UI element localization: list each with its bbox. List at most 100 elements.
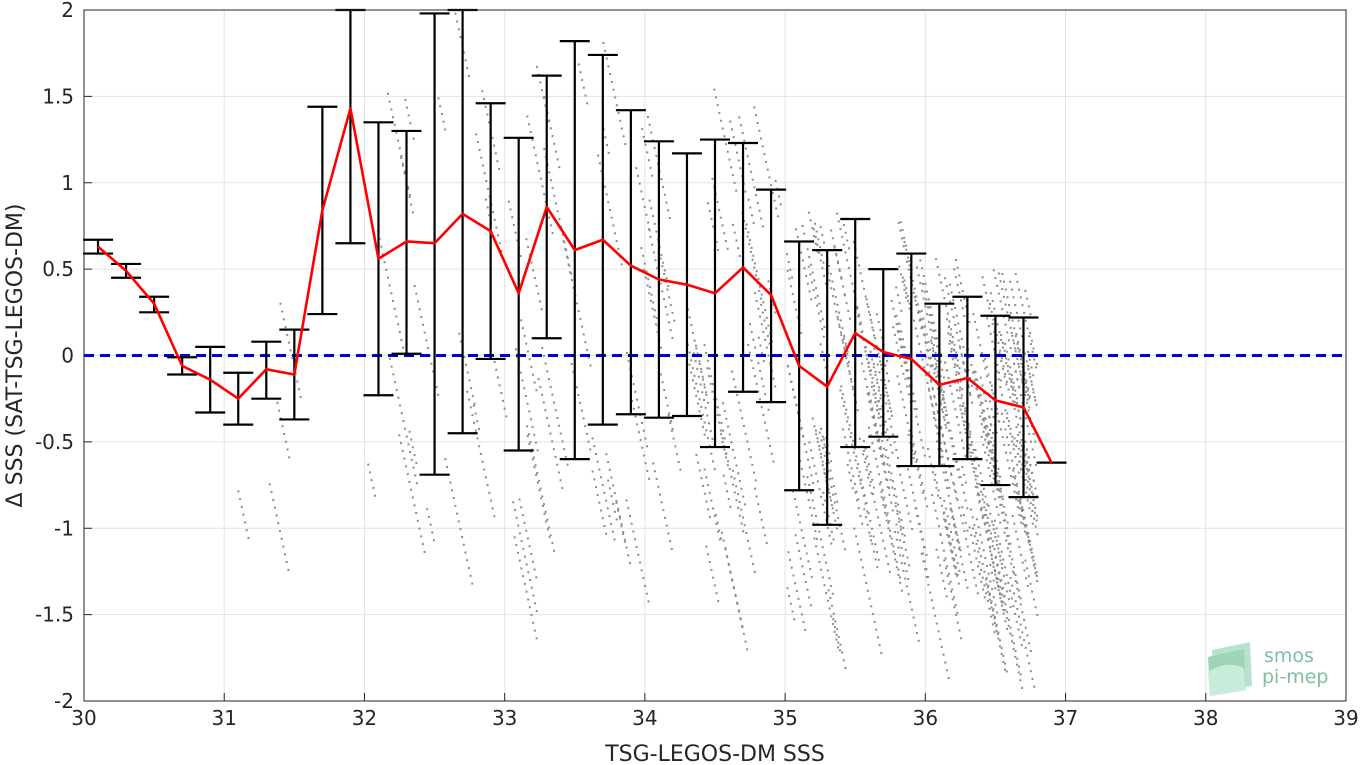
scatter-point [1032, 503, 1035, 506]
scatter-point [1018, 431, 1021, 434]
scatter-point [1015, 397, 1018, 400]
scatter-point [973, 576, 976, 579]
scatter-point [851, 487, 854, 490]
scatter-point [848, 471, 851, 474]
scatter-point [985, 531, 988, 534]
scatter-point [975, 328, 978, 331]
scatter-point [939, 638, 942, 641]
scatter-point [951, 515, 954, 518]
scatter-point [1029, 313, 1032, 316]
scatter-point [992, 579, 995, 582]
scatter-point [915, 304, 918, 307]
scatter-point [645, 592, 648, 595]
scatter-point [1026, 389, 1029, 392]
scatter-point [950, 472, 953, 475]
scatter-point [565, 255, 568, 258]
scatter-point [945, 285, 948, 288]
scatter-point [955, 331, 958, 334]
scatter-point [703, 433, 706, 436]
scatter-point [622, 531, 625, 534]
scatter-point [903, 534, 906, 537]
scatter-point [414, 474, 417, 477]
scatter-point [901, 229, 904, 232]
scatter-point [247, 536, 250, 539]
scatter-point [719, 537, 722, 540]
scatter-point [1028, 406, 1031, 409]
scatter-point [982, 430, 985, 433]
scatter-point [552, 448, 555, 451]
scatter-point [1027, 470, 1030, 473]
scatter-point [953, 606, 956, 609]
scatter-point [1011, 558, 1014, 561]
scatter-point [998, 352, 1001, 355]
scatter-point [900, 519, 903, 522]
scatter-point [893, 487, 896, 490]
scatter-point [855, 535, 858, 538]
scatter-point [1012, 342, 1015, 345]
scatter-point [509, 208, 512, 211]
scatter-point [1016, 440, 1019, 443]
scatter-point [1030, 383, 1033, 386]
scatter-point [663, 389, 666, 392]
scatter-point [889, 478, 892, 481]
scatter-point [752, 222, 755, 225]
scatter-point [762, 301, 765, 304]
scatter-point [1023, 465, 1026, 468]
scatter-point [1009, 347, 1012, 350]
scatter-point [981, 576, 984, 579]
scatter-point [500, 392, 503, 395]
scatter-point [847, 428, 850, 431]
scatter-point [898, 322, 901, 325]
scatter-point [958, 367, 961, 370]
scatter-point [1002, 315, 1005, 318]
scatter-point [736, 601, 739, 604]
scatter-point [881, 488, 884, 491]
scatter-point [956, 468, 959, 471]
scatter-point [877, 440, 880, 443]
scatter-point [914, 450, 917, 453]
scatter-point [705, 476, 708, 479]
scatter-point [992, 614, 995, 617]
scatter-point [760, 217, 763, 220]
scatter-point [1019, 500, 1022, 503]
scatter-point [763, 153, 766, 156]
scatter-point [965, 305, 968, 308]
scatter-point [834, 296, 837, 299]
scatter-point [1036, 533, 1039, 536]
scatter-point [857, 463, 860, 466]
scatter-point [838, 269, 841, 272]
scatter-point [827, 515, 830, 518]
scatter-point [954, 276, 957, 279]
scatter-point [911, 400, 914, 403]
scatter-point [1017, 628, 1020, 631]
scatter-point [917, 423, 920, 426]
scatter-point [881, 336, 884, 339]
scatter-point [380, 245, 383, 248]
scatter-point [847, 364, 850, 367]
scatter-point [564, 247, 567, 250]
scatter-point [906, 376, 909, 379]
scatter-point [388, 357, 391, 360]
scatter-point [698, 360, 701, 363]
scatter-point [1017, 319, 1020, 322]
scatter-point [992, 269, 995, 272]
scatter-point [935, 362, 938, 365]
scatter-point [987, 467, 990, 470]
scatter-point [945, 369, 948, 372]
scatter-point [964, 499, 967, 502]
scatter-point [542, 401, 545, 404]
scatter-point [732, 587, 735, 590]
scatter-point [867, 365, 870, 368]
scatter-point [816, 553, 819, 556]
scatter-point [1009, 626, 1012, 629]
scatter-point [647, 221, 650, 224]
scatter-point [554, 455, 557, 458]
scatter-point [826, 599, 829, 602]
scatter-point [823, 511, 826, 514]
scatter-point [872, 393, 875, 396]
scatter-point [990, 537, 993, 540]
scatter-point [992, 466, 995, 469]
scatter-point [935, 548, 938, 551]
scatter-point [1010, 374, 1013, 377]
scatter-point [758, 289, 761, 292]
